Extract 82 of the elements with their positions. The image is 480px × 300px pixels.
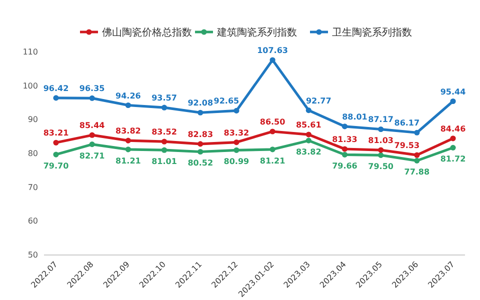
point [234, 139, 240, 146]
data-label: 81.72 [440, 154, 466, 164]
data-label: 92.08 [188, 98, 214, 108]
data-label: 92.65 [214, 96, 240, 106]
data-label: 79.50 [368, 162, 394, 172]
data-label: 83.82 [296, 148, 322, 157]
point [378, 126, 384, 132]
point [306, 138, 312, 144]
y-tick-label: 110 [22, 48, 38, 57]
y-tick-label: 90 [28, 115, 38, 124]
data-label: 80.99 [224, 157, 250, 166]
data-label: 81.21 [116, 156, 142, 166]
data-label: 79.70 [43, 162, 70, 171]
point [306, 107, 312, 114]
point [198, 110, 204, 116]
point [125, 102, 131, 108]
data-label: 80.52 [188, 158, 214, 168]
data-label: 96.35 [79, 84, 106, 94]
point [378, 152, 384, 158]
data-label: 83.21 [43, 128, 70, 138]
point [450, 136, 456, 142]
data-label: 93.57 [152, 94, 177, 103]
data-label: 85.44 [79, 121, 106, 130]
point [450, 144, 456, 150]
data-label: 77.88 [404, 168, 430, 177]
data-label: 82.71 [79, 151, 106, 160]
data-label: 94.26 [116, 91, 142, 100]
data-label: 86.17 [394, 118, 420, 128]
point [342, 146, 348, 152]
data-label: 84.46 [440, 124, 466, 134]
point [234, 147, 240, 153]
data-label: 81.03 [368, 136, 394, 146]
point [53, 152, 59, 158]
point [414, 130, 420, 136]
point [161, 138, 168, 144]
point [161, 104, 168, 110]
y-tick-label: 100 [22, 81, 38, 90]
legend-label: 建筑陶瓷系列指数 [216, 26, 297, 38]
point [89, 132, 95, 138]
data-label: 79.66 [332, 162, 358, 171]
data-label: 82.83 [188, 130, 214, 139]
y-tick-label: 60 [28, 216, 38, 226]
data-label: 96.42 [43, 84, 69, 93]
point [414, 158, 420, 164]
data-label: 107.63 [257, 46, 288, 56]
data-label: 83.52 [152, 128, 177, 137]
y-tick-label: 70 [28, 182, 38, 192]
point [198, 148, 204, 155]
point [342, 124, 348, 130]
point [89, 142, 95, 148]
data-label: 81.01 [152, 157, 178, 166]
data-label: 85.61 [296, 120, 322, 130]
data-label: 92.77 [306, 96, 332, 106]
data-label: 95.44 [440, 87, 466, 96]
data-label: 81.33 [332, 135, 358, 144]
point [89, 95, 95, 101]
point [125, 138, 131, 144]
point [414, 152, 420, 158]
point [53, 140, 59, 146]
point [234, 108, 240, 114]
point [270, 57, 276, 63]
point [378, 147, 384, 153]
y-tick-label: 80 [28, 149, 38, 158]
data-label: 88.01 [342, 112, 368, 122]
point [198, 141, 204, 147]
point [270, 128, 276, 134]
data-label: 87.17 [368, 115, 394, 124]
data-label: 79.53 [394, 141, 420, 150]
y-tick-label: 50 [28, 250, 38, 260]
data-label: 86.50 [260, 118, 286, 127]
point [306, 132, 312, 138]
data-label: 81.21 [260, 156, 286, 166]
point [450, 98, 456, 104]
point [342, 152, 348, 158]
point [125, 146, 131, 152]
point [270, 146, 276, 152]
legend-label: 卫生陶瓷系列指数 [332, 26, 412, 38]
data-label: 83.32 [224, 128, 250, 138]
point [161, 147, 168, 153]
legend-label: 佛山陶瓷价格总指数 [102, 26, 192, 38]
point [53, 95, 59, 101]
data-label: 83.82 [116, 126, 141, 136]
